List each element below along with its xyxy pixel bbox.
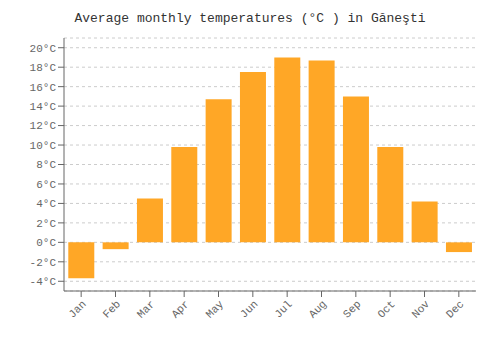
svg-text:-4°C: -4°C bbox=[30, 276, 57, 288]
svg-text:Apr: Apr bbox=[169, 298, 191, 320]
svg-text:10°C: 10°C bbox=[30, 140, 57, 152]
svg-text:8°C: 8°C bbox=[36, 159, 56, 171]
svg-text:Sep: Sep bbox=[341, 298, 363, 320]
svg-text:6°C: 6°C bbox=[36, 179, 56, 191]
svg-text:Jan: Jan bbox=[66, 298, 88, 320]
svg-text:Aug: Aug bbox=[307, 298, 329, 320]
svg-text:Jul: Jul bbox=[272, 298, 294, 320]
svg-text:May: May bbox=[204, 298, 227, 321]
svg-text:12°C: 12°C bbox=[30, 120, 57, 132]
svg-text:Oct: Oct bbox=[375, 298, 397, 320]
svg-text:2°C: 2°C bbox=[36, 218, 56, 230]
svg-text:Nov: Nov bbox=[410, 298, 433, 321]
svg-text:16°C: 16°C bbox=[30, 82, 57, 94]
svg-text:14°C: 14°C bbox=[30, 101, 57, 113]
svg-text:4°C: 4°C bbox=[36, 198, 56, 210]
svg-text:Jun: Jun bbox=[238, 298, 260, 320]
svg-text:Mar: Mar bbox=[135, 298, 157, 320]
svg-text:20°C: 20°C bbox=[30, 43, 57, 55]
svg-text:Feb: Feb bbox=[101, 298, 123, 320]
html-text:Average monthly temperatures (: Average monthly temperatures (°C ) in Gă… bbox=[74, 11, 426, 26]
svg-text:0°C: 0°C bbox=[36, 237, 56, 249]
svg-text:Dec: Dec bbox=[444, 298, 466, 320]
svg-text:-2°C: -2°C bbox=[30, 257, 57, 269]
svg-text:18°C: 18°C bbox=[30, 62, 57, 74]
